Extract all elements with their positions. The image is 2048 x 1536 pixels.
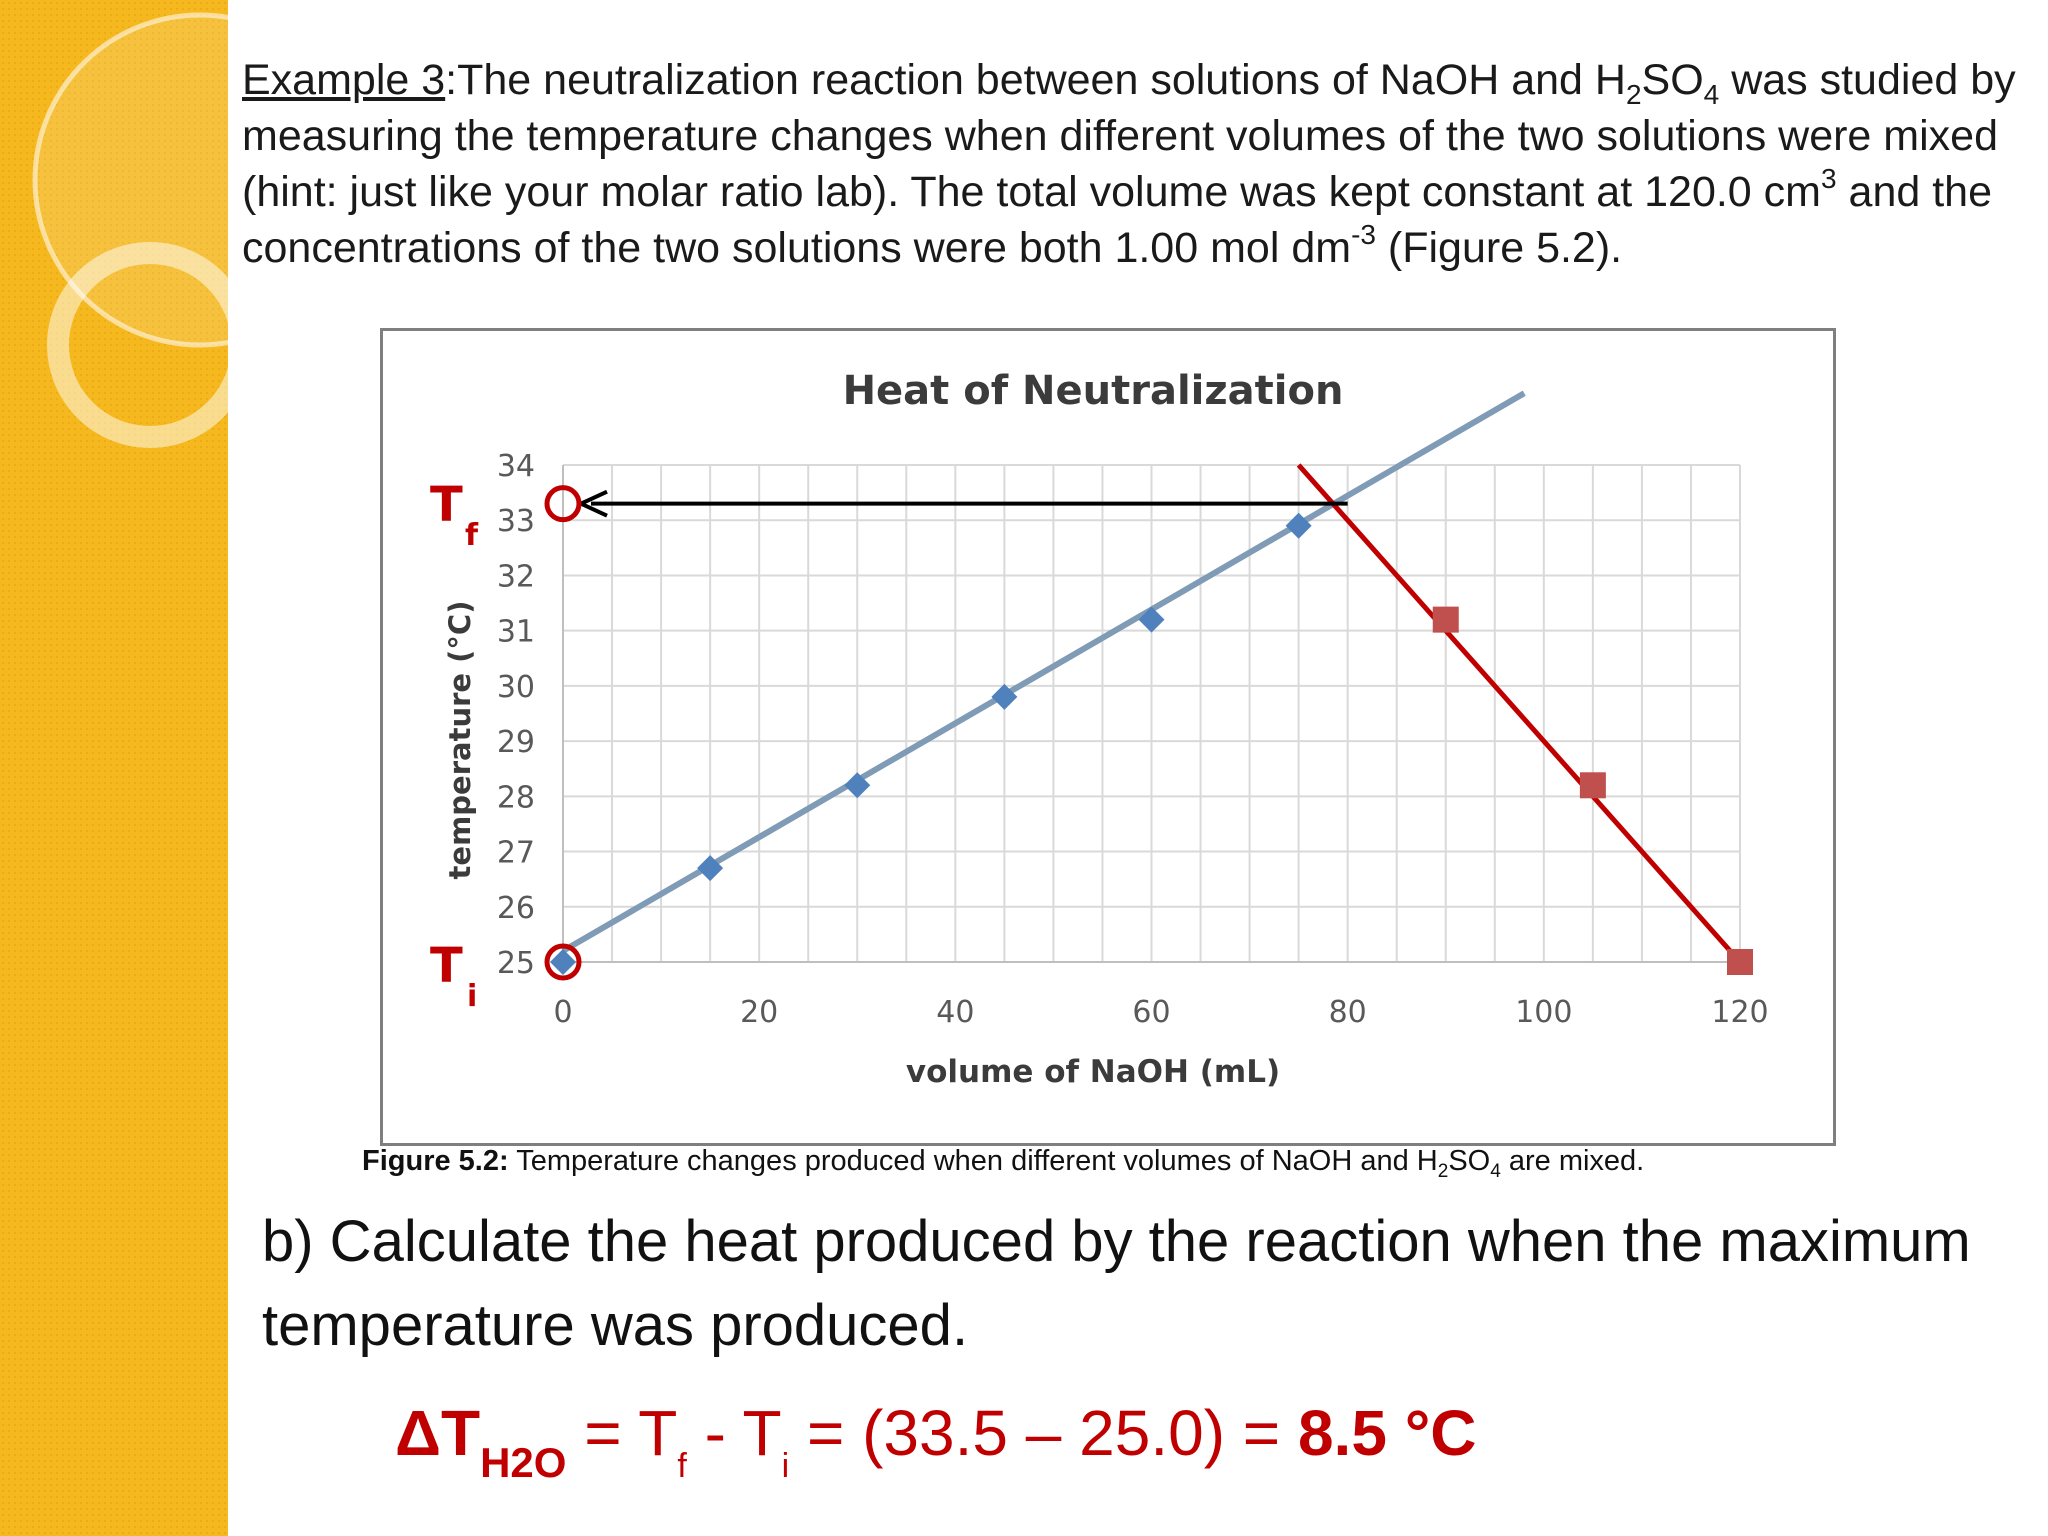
ti-label: T [430,938,463,994]
diamond-data-point [1285,512,1312,539]
diamond-data-point [697,855,724,882]
x-tick-label: 80 [1329,995,1367,1030]
y-axis-label: temperature (°C) [443,601,477,880]
caption-label: Figure 5.2: [362,1145,509,1177]
diamond-data-point [844,772,871,799]
chart-ticks: 0 20 40 60 80 100 120 25 26 27 28 29 30 31 32 33 34 [497,449,1769,1030]
intro-sup-1: 3 [1821,163,1837,194]
y-tick-label: 31 [497,615,535,650]
caption-text-3: are mixed. [1500,1145,1645,1177]
caption-text-1: Temperature changes produced when differ… [508,1145,1438,1177]
ti-subscript: i [467,979,477,1014]
formula-h2o-subscript: H2O [480,1439,567,1486]
caption-sub-2: 4 [1490,1161,1501,1182]
y-tick-label: 30 [497,670,535,705]
caption-sub-1: 2 [1437,1161,1449,1182]
x-tick-label: 0 [553,995,572,1030]
trend-line-falling [1296,463,1742,964]
x-tick-label: 120 [1711,995,1768,1030]
x-tick-label: 40 [936,995,974,1030]
formula-equals-tf: = T [566,1397,678,1469]
x-tick-label: 100 [1515,995,1572,1030]
highlight-circle [544,943,582,981]
decorative-sidebar [0,0,230,1536]
y-tick-label: 32 [497,559,535,594]
formula-delta-t: ΔT [395,1397,481,1469]
chart-grid [562,464,1741,963]
formula-i-subscript: i [781,1447,790,1485]
x-tick-label: 20 [740,995,778,1030]
x-tick-label: 60 [1132,995,1170,1030]
intro-sup-2: -3 [1351,219,1376,250]
question-text: b) Calculate the heat produced by the re… [262,1209,1971,1358]
intro-sub-1: 2 [1625,79,1642,110]
formula-calculation: = (33.5 – 25.0) = [789,1397,1298,1469]
diamond-data-point [550,949,576,975]
delta-t-formula: ΔTH2O = Tf - Ti = (33.5 – 25.0) = 8.5 °C [395,1388,1995,1484]
tf-subscript: f [465,518,479,553]
y-tick-label: 26 [497,891,535,926]
square-data-point [1579,772,1606,799]
example-intro-paragraph: Example 3:The neutralization reaction be… [242,52,2032,276]
highlight-circle [544,485,582,523]
intro-sub-2: 4 [1703,79,1720,110]
trend-lines [561,390,1742,964]
formula-result: 8.5 °C [1297,1397,1477,1469]
square-data-point [1727,949,1753,975]
intro-text-3: was studied by measuring the temperature… [242,56,2016,216]
figure-caption: Figure 5.2: Temperature changes produced… [362,1142,1862,1182]
formula-minus-ti: - T [686,1397,782,1469]
y-tick-label: 33 [497,504,535,539]
intro-text-5: (Figure 5.2). [1375,224,1623,272]
formula-f-subscript: f [677,1447,687,1485]
intro-text-4: and the concentrations of the two soluti… [242,168,1992,272]
intro-text-1: :The neutralization reaction between sol… [445,56,1626,104]
example-label: Example 3 [242,56,446,104]
square-data-point [1432,606,1459,633]
y-tick-label: 25 [497,946,535,981]
y-tick-label: 28 [497,780,535,815]
caption-text-2: SO [1448,1145,1491,1177]
chart-title: Heat of Neutralization [843,368,1344,414]
data-markers [550,512,1753,975]
small-ring [47,242,228,448]
y-tick-label: 29 [497,725,535,760]
y-tick-label: 27 [497,836,535,871]
diamond-data-point [991,683,1018,710]
x-axis-label: volume of NaOH (mL) [906,1054,1280,1090]
diamond-data-point [1138,606,1165,633]
y-tick-label: 34 [497,449,535,484]
intro-text-2: SO [1641,56,1704,104]
annotation-overlay [544,485,1348,981]
trend-line-rising [561,390,1526,954]
tf-label: T [430,477,463,533]
